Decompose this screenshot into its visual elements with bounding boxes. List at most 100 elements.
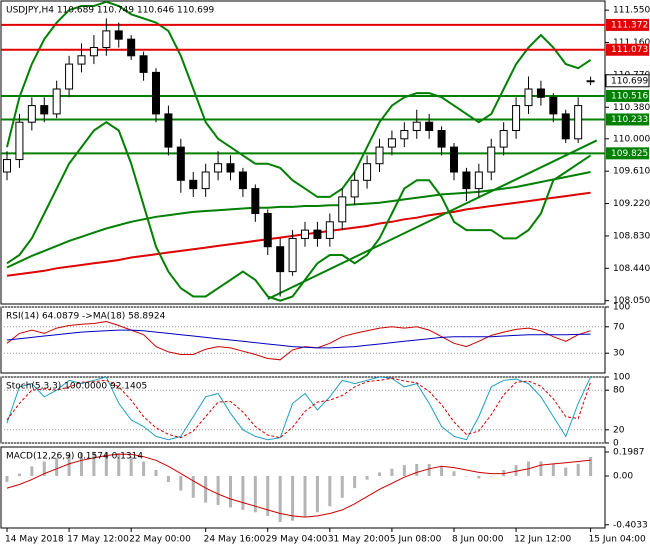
y-tick-label: 111.160 [613,38,650,48]
x-tick-label: 24 May 16:00 [204,535,266,545]
candle-body [102,30,111,48]
panel-title: Stoch(5,3,3) 100.0000 92.1405 [6,382,147,392]
histogram-bar [42,461,46,477]
candle-body [189,179,198,190]
series-line [6,377,592,439]
candle-body [40,105,49,115]
panel-frame [0,306,606,374]
histogram-bar [514,465,518,477]
histogram-bar [576,463,580,477]
series-line [6,1,592,198]
y-tick-label: 0 [613,439,619,449]
histogram-bar [129,456,133,477]
y-tick-label: 0.1987 [613,447,645,457]
candle-body [77,55,86,65]
trend-line [267,139,598,300]
candle-body [226,163,235,173]
y-tick-label: 30 [613,349,625,359]
candle-body [288,237,297,273]
histogram-bar [551,463,555,477]
candle-body [214,163,223,173]
y-tick-label: 109.610 [613,167,650,177]
histogram-bar [80,453,83,477]
candle-body [574,105,583,140]
candle-body [561,113,570,140]
histogram-bar [266,476,270,516]
panel-frame [0,446,606,529]
candle-body [164,113,173,148]
histogram-bar [539,461,543,477]
histogram-bar [241,476,245,510]
histogram-bar [291,476,295,521]
histogram-bar [564,467,568,477]
candle-body [524,88,533,107]
histogram-bar [452,471,456,477]
histogram-bar [67,454,71,477]
x-tick-label: 5 Jun 08:00 [390,535,442,545]
y-tick-label: 70 [613,322,625,332]
series-line [6,320,591,361]
histogram-bar [589,456,593,477]
x-tick-label: 31 May 20:00 [328,535,390,545]
level-label: 109.825 [611,149,648,159]
candle-body [27,105,36,123]
histogram-bar [191,476,195,498]
histogram-bar [502,469,506,477]
candle-body [549,96,558,115]
y-tick-label: 109.220 [613,199,650,209]
candle-body [276,246,285,273]
candle-body [313,229,322,239]
candle-body [338,196,347,223]
histogram-bar [340,476,344,498]
histogram-bar [117,453,121,477]
histogram-bar [415,463,419,477]
level-label: 110.233 [611,115,648,125]
candle-body [350,179,359,198]
histogram-bar [154,469,158,477]
y-tick-label: -0.4033 [613,520,648,530]
histogram-bar [179,476,183,491]
candle-body [65,63,74,90]
histogram-bar [166,476,170,483]
histogram-bar [427,463,431,477]
candle-body [127,38,136,57]
x-tick-label: 14 May 2018 [5,535,64,545]
histogram-bar [142,461,146,477]
candle-body [412,121,421,132]
y-tick-label: 0.00 [613,472,633,482]
candle-body [89,46,98,57]
x-tick-label: 22 May 00:00 [129,535,191,545]
candle-body [512,105,521,132]
candle-body [387,138,396,148]
histogram-bar [315,476,319,513]
candle-body [301,229,309,239]
panel-title: USDJPY,H4 110.689 110.749 110.646 110.69… [6,6,215,16]
candle-body [450,146,458,173]
candle-body [325,221,334,239]
candle-body [487,146,496,173]
candle-body [400,130,409,140]
histogram-bar [216,476,220,506]
level-label: 111.372 [611,20,648,30]
x-tick-label: 12 Jun 12:00 [514,535,571,545]
y-tick-label: 108.050 [613,296,650,306]
candle-body [474,171,483,190]
last-price-label: 110.699 [611,76,648,86]
candle-body [152,71,160,115]
level-label-box [606,18,649,31]
histogram-bar [229,476,232,508]
candle-body [263,213,272,248]
candle-body [499,130,508,148]
candle-body [437,130,446,148]
candle-body [176,146,185,181]
candle-body [536,88,545,98]
histogram-bar [353,476,357,489]
last-price-box [605,74,650,88]
histogram-bar [5,476,9,483]
histogram-bar [489,476,493,477]
y-tick-label: 108.440 [613,264,650,274]
histogram-bar [464,476,468,477]
histogram-bar [477,476,481,479]
